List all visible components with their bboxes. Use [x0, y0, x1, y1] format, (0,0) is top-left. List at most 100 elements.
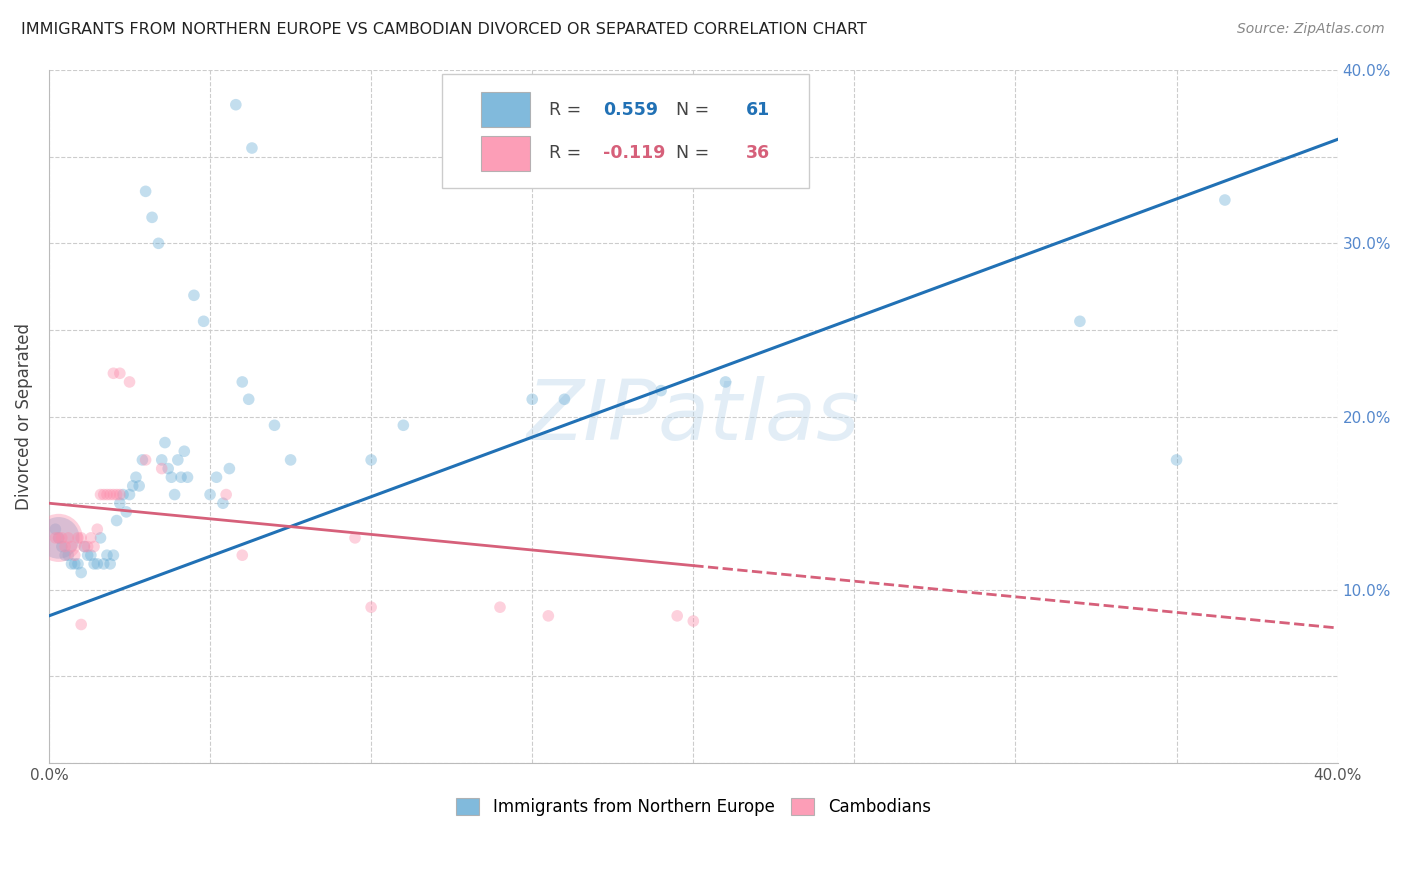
Point [1213, 193, 1236, 207]
Point [238, 392, 260, 407]
Point [98, 557, 121, 571]
Point [157, 461, 180, 475]
Text: 0.559: 0.559 [603, 101, 658, 119]
Point [344, 531, 367, 545]
Legend: Immigrants from Northern Europe, Cambodians: Immigrants from Northern Europe, Cambodi… [447, 789, 939, 824]
Point [48, 531, 70, 545]
Point [66, 557, 89, 571]
Point [103, 366, 125, 380]
Point [76, 548, 98, 562]
Point [225, 97, 247, 112]
Point [44, 531, 66, 545]
Point [489, 600, 512, 615]
Point [60, 557, 83, 571]
Point [166, 453, 188, 467]
Point [231, 375, 253, 389]
Point [76, 540, 98, 554]
FancyBboxPatch shape [441, 73, 810, 188]
Point [553, 392, 575, 407]
FancyBboxPatch shape [481, 136, 530, 170]
Point [173, 444, 195, 458]
Text: -0.119: -0.119 [603, 145, 665, 162]
Point [83, 540, 105, 554]
Point [682, 614, 704, 628]
Point [131, 453, 153, 467]
Point [51, 531, 73, 545]
Point [193, 314, 215, 328]
Point [218, 461, 240, 475]
Point [105, 514, 128, 528]
Point [360, 600, 382, 615]
Point [650, 384, 672, 398]
Point [141, 211, 163, 225]
Point [53, 548, 76, 562]
Text: 61: 61 [747, 101, 770, 119]
Point [125, 470, 148, 484]
Point [112, 487, 135, 501]
Point [231, 548, 253, 562]
Point [48, 531, 70, 545]
Point [96, 548, 118, 562]
Point [58, 531, 80, 545]
Point [118, 487, 141, 501]
Point [70, 531, 93, 545]
Y-axis label: Divorced or Separated: Divorced or Separated [15, 323, 32, 510]
Point [48, 531, 70, 545]
Point [121, 479, 143, 493]
Point [128, 479, 150, 493]
Point [103, 487, 125, 501]
Point [205, 470, 228, 484]
Point [108, 496, 131, 510]
Point [212, 496, 235, 510]
Text: 36: 36 [747, 145, 770, 162]
Point [60, 540, 83, 554]
Point [108, 487, 131, 501]
Text: R =: R = [548, 101, 586, 119]
Point [115, 505, 138, 519]
Point [108, 366, 131, 380]
Point [80, 548, 103, 562]
Point [666, 608, 689, 623]
Point [263, 418, 285, 433]
Point [58, 548, 80, 562]
Point [198, 487, 221, 501]
FancyBboxPatch shape [481, 92, 530, 127]
Point [153, 435, 176, 450]
Point [118, 375, 141, 389]
Point [176, 470, 198, 484]
Point [66, 531, 89, 545]
Text: N =: N = [665, 145, 714, 162]
Point [103, 548, 125, 562]
Point [1166, 453, 1188, 467]
Point [240, 141, 263, 155]
Point [48, 531, 70, 545]
Point [51, 540, 73, 554]
Point [160, 470, 183, 484]
Text: N =: N = [665, 101, 714, 119]
Text: R =: R = [548, 145, 586, 162]
Point [86, 522, 108, 536]
Point [98, 487, 121, 501]
Point [183, 288, 205, 302]
Point [215, 487, 238, 501]
Point [163, 487, 186, 501]
Point [86, 557, 108, 571]
Point [714, 375, 737, 389]
Point [83, 557, 105, 571]
Point [89, 487, 111, 501]
Point [537, 608, 560, 623]
Point [392, 418, 415, 433]
Point [70, 566, 93, 580]
Point [170, 470, 193, 484]
Point [63, 548, 86, 562]
Point [135, 453, 157, 467]
Point [105, 487, 128, 501]
Point [93, 487, 115, 501]
Point [135, 185, 157, 199]
Point [150, 461, 173, 475]
Point [80, 531, 103, 545]
Point [360, 453, 382, 467]
Point [63, 557, 86, 571]
Point [73, 540, 96, 554]
Point [280, 453, 302, 467]
